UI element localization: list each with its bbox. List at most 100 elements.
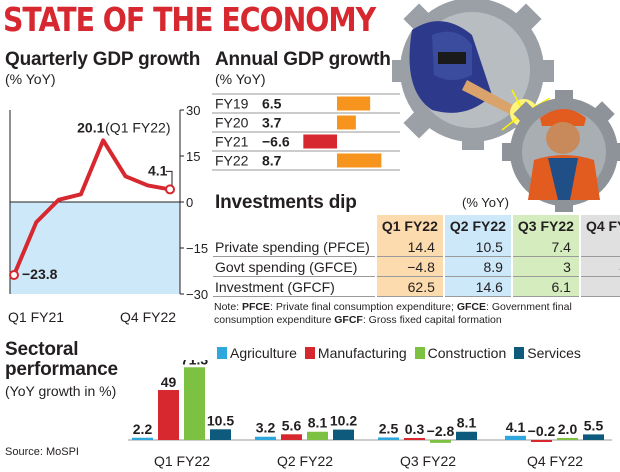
- bar: [132, 437, 153, 440]
- legend-swatch: [217, 347, 227, 359]
- legend-item: Agriculture: [217, 345, 297, 361]
- note-segment: : Gross fixed capital formation: [362, 314, 502, 326]
- x-tick-label: Q3 FY22: [400, 453, 456, 469]
- x-tick-label: Q4 FY22: [120, 309, 176, 325]
- bar: [333, 429, 354, 440]
- leader-line: [166, 170, 173, 186]
- bar: [505, 435, 526, 440]
- quarterly-gdp-chart: 30 15 0 −15 −30 −23.8 20.1 (Q1 FY22) 4.1 Q1 FY21 Q…: [8, 103, 208, 325]
- y-tick-label: −15: [186, 241, 208, 256]
- data-point: [9, 269, 19, 280]
- note-segment: : Government final consumption expenditu…: [214, 301, 572, 326]
- data-label: −0.2: [528, 423, 556, 439]
- category-label: FY21: [215, 134, 249, 150]
- bar: [255, 436, 276, 440]
- data-label: 49: [161, 374, 177, 390]
- data-label: 2.2: [133, 421, 153, 437]
- x-tick-label: Q2 FY22: [277, 453, 333, 469]
- table-cell: 8.9: [442, 256, 512, 277]
- data-label: 4.1: [148, 162, 168, 178]
- legend-label: Manufacturing: [317, 345, 407, 361]
- table-cell: 1.8: [578, 237, 620, 257]
- table-cell: 14.4: [374, 237, 444, 257]
- bar: [184, 367, 205, 440]
- y-tick-label: −30: [186, 287, 208, 302]
- bar: [378, 437, 399, 440]
- annual-gdp-unit: (% YoY): [215, 71, 266, 87]
- source-note: Source: MoSPI: [5, 446, 79, 458]
- annual-gdp-title: Annual GDP growth: [215, 49, 391, 70]
- workers-gears-illustration: [392, 0, 620, 212]
- page-title: STATE OF THE ECONOMY: [3, 0, 376, 39]
- y-tick-label: 15: [186, 149, 200, 164]
- data-label: 20.1: [77, 119, 104, 135]
- note-segment: GFCF: [334, 314, 363, 326]
- row-label: Govt spending (GFCE): [213, 256, 377, 277]
- data-label: 5.5: [584, 417, 604, 433]
- bar: [337, 96, 371, 111]
- table-cell: 62.5: [374, 276, 444, 297]
- sectoral-title-line1: Sectoral: [5, 339, 79, 360]
- data-label: 3.2: [256, 420, 276, 436]
- legend-item: Construction: [414, 345, 506, 361]
- data-label: 2.5: [379, 420, 399, 436]
- annual-gdp-chart: FY19 6.5 FY20 3.7 FY21 −6.6 FY22 8.7: [212, 93, 400, 171]
- data-label-note: (Q1 FY22): [105, 119, 170, 135]
- note-segment: PFCE: [242, 301, 271, 313]
- category-label: FY20: [215, 115, 249, 131]
- legend-swatch: [304, 347, 315, 359]
- table-cell: 14.6: [442, 276, 512, 297]
- investments-note: Note: PFCE: Private final consumption ex…: [214, 301, 614, 327]
- legend-item: Manufacturing: [304, 345, 407, 361]
- table-cell: 3: [510, 256, 580, 277]
- bar: [337, 153, 382, 168]
- bar: [557, 437, 578, 440]
- y-tick-label: 30: [186, 103, 200, 118]
- table-cell: 4.8: [578, 256, 620, 277]
- table-cell: 10.5: [442, 237, 512, 257]
- investments-table: Q1 FY22 Q2 FY22 Q3 FY22 Q4 FY22 Private …: [213, 215, 620, 297]
- data-label: 8.1: [457, 415, 477, 431]
- bar: [158, 390, 179, 440]
- data-label: 0.3: [405, 421, 425, 437]
- bar: [307, 431, 328, 440]
- bar: [583, 434, 604, 440]
- data-label: 8.1: [308, 415, 328, 431]
- legend-label: Services: [527, 345, 581, 361]
- quarterly-gdp-title: Quarterly GDP growth: [5, 49, 201, 70]
- table-cell: 7.4: [510, 237, 580, 257]
- table-row: Private spending (PFCE) 14.4 10.5 7.4 1.…: [213, 237, 620, 257]
- value-label: 8.7: [262, 153, 282, 169]
- bar: [531, 440, 552, 442]
- investments-title: Investments dip: [215, 192, 357, 213]
- bar: [337, 115, 356, 130]
- investments-header-spacer: [213, 215, 376, 237]
- sectoral-legend: Agriculture Manufacturing Construction Serv…: [217, 345, 589, 364]
- data-label: −2.8: [427, 423, 455, 439]
- note-segment: : Private final consumption expenditure;: [270, 301, 457, 313]
- x-tick-label: Q1 FY22: [154, 453, 210, 469]
- investments-col-header: Q2 FY22: [442, 215, 512, 237]
- investments-col-header: Q1 FY22: [374, 215, 444, 237]
- investments-col-header: Q3 FY22: [510, 215, 580, 237]
- category-label: FY19: [215, 96, 249, 112]
- category-label: FY22: [215, 153, 249, 169]
- series-line: [12, 138, 171, 276]
- legend-label: Agriculture: [230, 345, 297, 361]
- value-label: 3.7: [262, 115, 282, 131]
- note-segment: GFCE: [456, 301, 486, 313]
- bar: [281, 434, 302, 440]
- row-label: Private spending (PFCE): [213, 237, 377, 257]
- sectoral-unit: (YoY growth in %): [5, 383, 117, 399]
- worker-icon: [528, 109, 600, 200]
- table-row: Govt spending (GFCE) −4.8 8.9 3 4.8: [213, 256, 620, 277]
- negative-region: [10, 202, 180, 294]
- bar: [430, 440, 451, 443]
- table-cell: −4.8: [374, 256, 444, 277]
- row-label: Investment (GFCF): [213, 276, 377, 297]
- investments-header-row: Q1 FY22 Q2 FY22 Q3 FY22 Q4 FY22: [213, 215, 620, 237]
- legend-swatch: [514, 347, 525, 359]
- data-label: 71.3: [181, 360, 208, 367]
- value-label: −6.6: [262, 134, 290, 150]
